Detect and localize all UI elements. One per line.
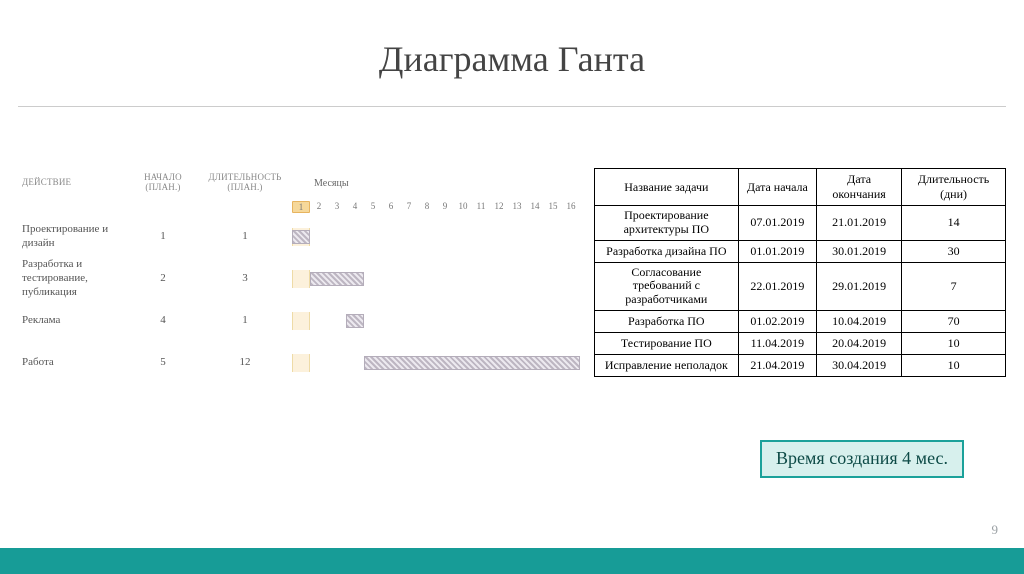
table-cell: Разработка ПО [595,310,739,332]
gantt-row: Разработка и тестирование, публикация23 [18,258,580,300]
gantt-month-tick: 3 [328,201,346,213]
gantt-row-action: Разработка и тестирование, публикация [18,258,128,299]
gantt-row-start: 1 [128,230,198,244]
table-cell: Разработка дизайна ПО [595,240,739,262]
gantt-month-tick: 14 [526,201,544,213]
table-cell: 10 [902,332,1006,354]
table-row: Согласование требований с разработчиками… [595,262,1006,310]
page-number: 9 [992,522,999,538]
table-cell: 11.04.2019 [738,332,816,354]
gantt-month-tick: 9 [436,201,454,213]
table-row: Исправление неполадок21.04.201930.04.201… [595,354,1006,376]
table-cell: 30 [902,240,1006,262]
table-cell: 21.01.2019 [817,206,902,241]
gantt-row: Реклама41 [18,300,580,342]
gantt-month-tick: 4 [346,201,364,213]
content-row: ДЕЙСТВИЕ НАЧАЛО (ПЛАН.) ДЛИТЕЛЬНОСТЬ (ПЛ… [18,168,1006,384]
gantt-chart: ДЕЙСТВИЕ НАЧАЛО (ПЛАН.) ДЛИТЕЛЬНОСТЬ (ПЛ… [18,168,580,384]
gantt-row-start: 5 [128,356,198,370]
gantt-bar [346,314,364,328]
footer-bar [0,548,1024,574]
gantt-header-action: ДЕЙСТВИЕ [18,178,128,188]
task-table: Название задачиДата началаДата окончания… [594,168,1006,377]
table-cell: 10 [902,354,1006,376]
table-cell: 21.04.2019 [738,354,816,376]
gantt-bar [310,272,364,286]
table-row: Разработка ПО01.02.201910.04.201970 [595,310,1006,332]
gantt-row-duration: 12 [198,356,292,370]
gantt-month-tick: 5 [364,201,382,213]
gantt-row-action: Реклама [18,314,128,328]
gantt-month-tick: 1 [292,201,310,213]
table-cell: Проектирование архитектуры ПО [595,206,739,241]
table-cell: 14 [902,206,1006,241]
table-cell: Тестирование ПО [595,332,739,354]
gantt-month-tick: 6 [382,201,400,213]
title-rule [18,106,1006,107]
gantt-header-months: Месяцы [292,178,580,189]
gantt-row-duration: 1 [198,230,292,244]
gantt-month-tick: 11 [472,201,490,213]
table-cell: 22.01.2019 [738,262,816,310]
gantt-row-bars [292,354,580,372]
gantt-row: Работа512 [18,342,580,384]
gantt-row-action: Проектирование и дизайн [18,223,128,251]
task-table-wrap: Название задачиДата началаДата окончания… [594,168,1006,384]
table-cell: 07.01.2019 [738,206,816,241]
gantt-header-duration: ДЛИТЕЛЬНОСТЬ (ПЛАН.) [198,173,292,193]
gantt-row-bars [292,228,580,246]
callout-box: Время создания 4 мес. [760,440,964,478]
gantt-month-tick: 13 [508,201,526,213]
gantt-row-bars [292,270,580,288]
gantt-month-tick: 2 [310,201,328,213]
task-table-header: Дата начала [738,169,816,206]
task-table-header: Название задачи [595,169,739,206]
table-cell: 7 [902,262,1006,310]
table-cell: 30.01.2019 [817,240,902,262]
task-table-header: Длительность (дни) [902,169,1006,206]
gantt-row-start: 2 [128,272,198,286]
gantt-bar [292,230,310,244]
gantt-row-action: Работа [18,356,128,370]
page-title: Диаграмма Ганта [0,0,1024,80]
table-cell: 70 [902,310,1006,332]
gantt-row-bars [292,312,580,330]
slide: Диаграмма Ганта ДЕЙСТВИЕ НАЧАЛО (ПЛАН.) … [0,0,1024,574]
gantt-month-tick: 12 [490,201,508,213]
table-cell: Исправление неполадок [595,354,739,376]
table-cell: 01.01.2019 [738,240,816,262]
gantt-month-tick: 7 [400,201,418,213]
table-cell: 20.04.2019 [817,332,902,354]
gantt-month-tick: 10 [454,201,472,213]
table-cell: Согласование требований с разработчиками [595,262,739,310]
gantt-month-tick: 8 [418,201,436,213]
gantt-month-ticks: 12345678910111213141516 [292,201,580,213]
table-cell: 29.01.2019 [817,262,902,310]
gantt-month-tick: 15 [544,201,562,213]
gantt-row-duration: 1 [198,314,292,328]
table-cell: 01.02.2019 [738,310,816,332]
table-cell: 10.04.2019 [817,310,902,332]
gantt-row: Проектирование и дизайн11 [18,216,580,258]
gantt-row-start: 4 [128,314,198,328]
gantt-row-duration: 3 [198,272,292,286]
table-row: Проектирование архитектуры ПО07.01.20192… [595,206,1006,241]
table-row: Разработка дизайна ПО01.01.201930.01.201… [595,240,1006,262]
gantt-header-start: НАЧАЛО (ПЛАН.) [128,173,198,193]
table-row: Тестирование ПО11.04.201920.04.201910 [595,332,1006,354]
gantt-month-tick: 16 [562,201,580,213]
table-cell: 30.04.2019 [817,354,902,376]
gantt-bar [364,356,580,370]
task-table-header: Дата окончания [817,169,902,206]
